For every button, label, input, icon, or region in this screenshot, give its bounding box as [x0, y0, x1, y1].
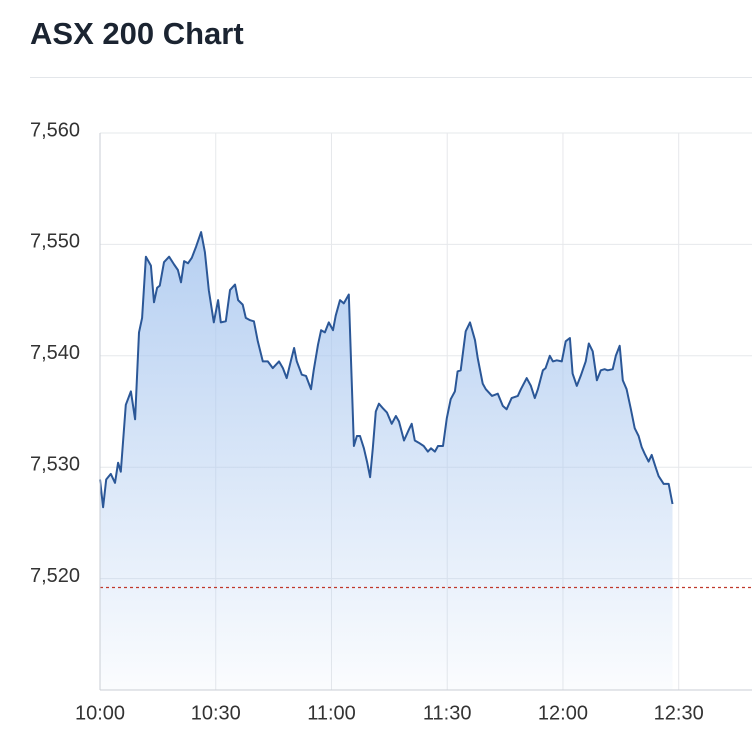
price-line [99, 231, 674, 509]
y-tick-label: 7,560 [30, 119, 80, 141]
y-tick-label: 7,540 [30, 342, 80, 364]
area-fill [100, 232, 673, 690]
chart-title: ASX 200 Chart [30, 16, 244, 51]
y-tick-label: 7,530 [30, 453, 80, 475]
x-tick-label: 12:00 [538, 702, 588, 724]
y-tick-label: 7,550 [30, 231, 80, 253]
y-tick-label: 7,520 [30, 565, 80, 587]
x-tick-label: 12:30 [654, 702, 704, 724]
x-tick-label: 11:00 [307, 702, 356, 724]
x-tick-label: 10:30 [191, 702, 241, 724]
x-tick-label: 11:30 [423, 702, 472, 724]
x-tick-label: 10:00 [75, 702, 125, 724]
